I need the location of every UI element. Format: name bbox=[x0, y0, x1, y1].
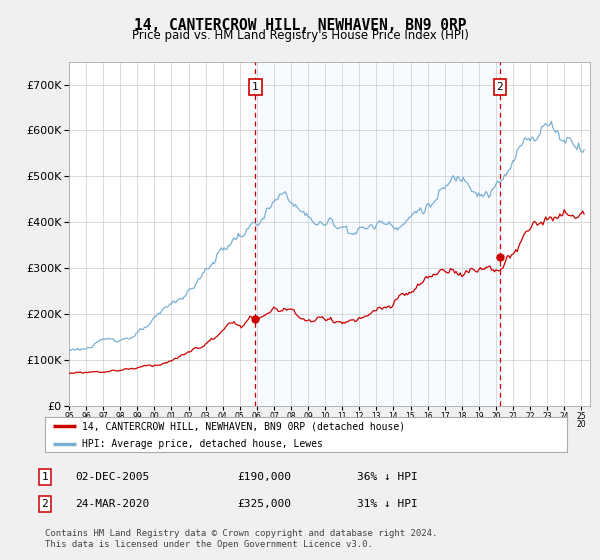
Text: 31% ↓ HPI: 31% ↓ HPI bbox=[357, 499, 418, 509]
Text: 1: 1 bbox=[252, 82, 259, 92]
Text: 02-DEC-2005: 02-DEC-2005 bbox=[75, 472, 149, 482]
Text: HPI: Average price, detached house, Lewes: HPI: Average price, detached house, Lewe… bbox=[82, 438, 322, 449]
Bar bbox=[256, 62, 500, 406]
Text: 1: 1 bbox=[41, 472, 49, 482]
Text: £190,000: £190,000 bbox=[237, 472, 291, 482]
Text: 2: 2 bbox=[41, 499, 49, 509]
Text: Contains HM Land Registry data © Crown copyright and database right 2024.
This d: Contains HM Land Registry data © Crown c… bbox=[45, 529, 437, 549]
Text: Price paid vs. HM Land Registry's House Price Index (HPI): Price paid vs. HM Land Registry's House … bbox=[131, 29, 469, 42]
Text: 14, CANTERCROW HILL, NEWHAVEN, BN9 0RP (detached house): 14, CANTERCROW HILL, NEWHAVEN, BN9 0RP (… bbox=[82, 421, 404, 431]
Text: 24-MAR-2020: 24-MAR-2020 bbox=[75, 499, 149, 509]
Text: 2: 2 bbox=[496, 82, 503, 92]
Text: £325,000: £325,000 bbox=[237, 499, 291, 509]
Text: 14, CANTERCROW HILL, NEWHAVEN, BN9 0RP: 14, CANTERCROW HILL, NEWHAVEN, BN9 0RP bbox=[134, 18, 466, 33]
Text: 36% ↓ HPI: 36% ↓ HPI bbox=[357, 472, 418, 482]
